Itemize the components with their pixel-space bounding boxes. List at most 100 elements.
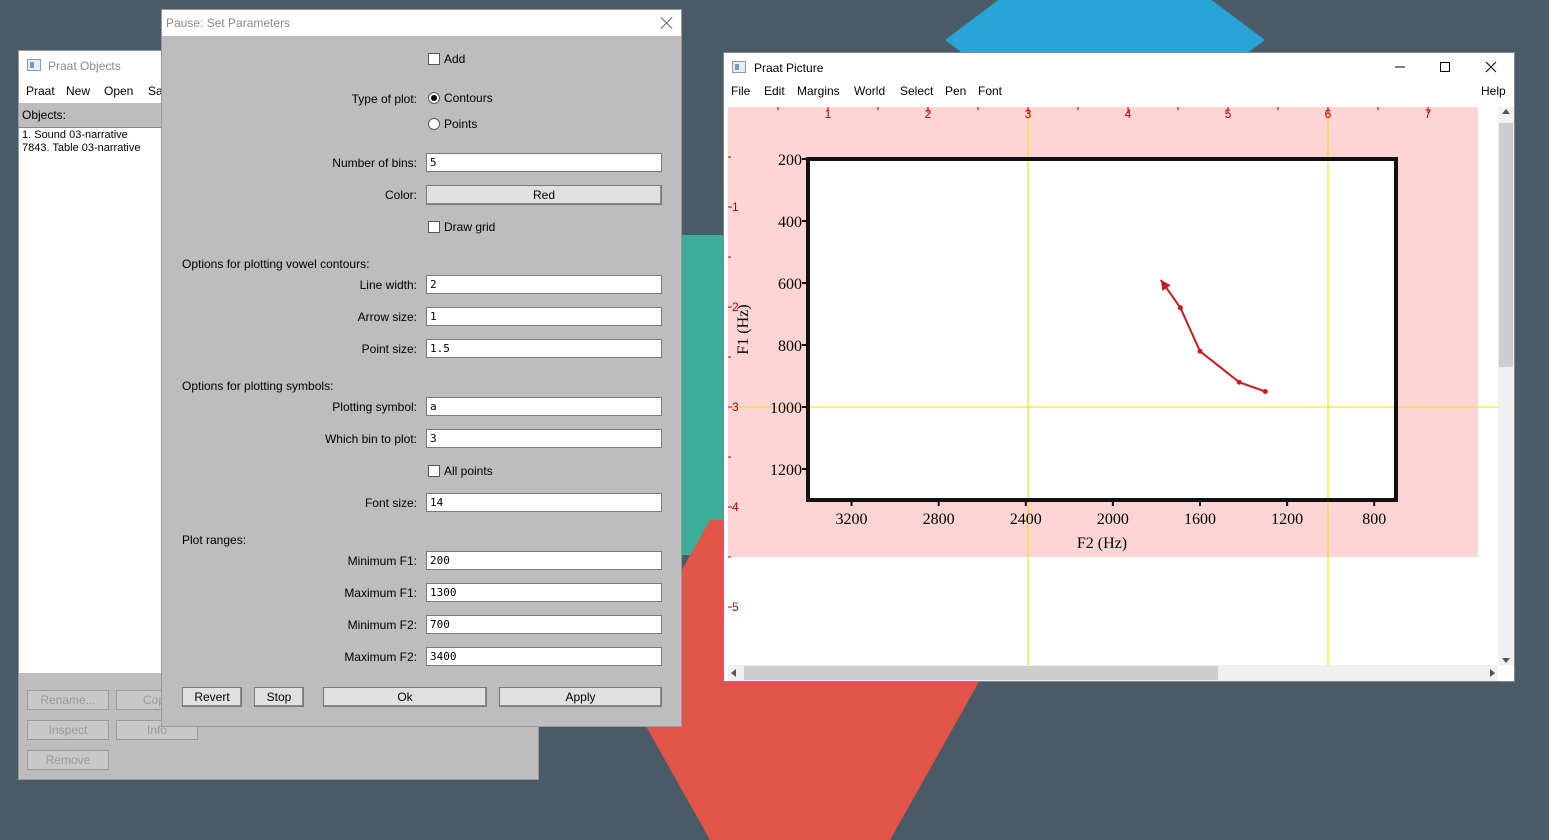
menu-world[interactable]: World bbox=[854, 84, 886, 98]
y-tick-label: 200 bbox=[778, 152, 802, 169]
picture-menubar: File Edit Margins World Select Pen Font … bbox=[724, 81, 1514, 103]
point-size-label: Point size: bbox=[361, 342, 417, 356]
max-f1-field[interactable]: 1300 bbox=[426, 583, 662, 602]
scroll-right-icon[interactable] bbox=[1490, 669, 1495, 677]
symbols-section-label: Options for plotting symbols: bbox=[182, 379, 334, 393]
ruler-left-label: 4 bbox=[732, 500, 739, 514]
which-bin-label: Which bin to plot: bbox=[324, 432, 417, 446]
x-tick-label: 800 bbox=[1362, 511, 1386, 528]
vowel-contour-point bbox=[1262, 389, 1268, 394]
font-size-field[interactable]: 14 bbox=[426, 493, 662, 512]
color-button[interactable]: Red bbox=[426, 185, 662, 205]
x-tick-label: 3200 bbox=[836, 511, 868, 528]
apply-button[interactable]: Apply bbox=[499, 687, 662, 707]
menu-font[interactable]: Font bbox=[978, 84, 1003, 98]
draw-grid-checkbox[interactable] bbox=[428, 221, 440, 233]
number-of-bins-field[interactable]: 5 bbox=[426, 153, 662, 172]
point-size-field[interactable]: 1.5 bbox=[426, 339, 662, 358]
ok-button[interactable]: Ok bbox=[323, 687, 487, 707]
dialog-titlebar: Pause: Set Parameters bbox=[162, 10, 681, 36]
vertical-scroll-thumb[interactable] bbox=[1499, 123, 1513, 367]
line-width-label: Line width: bbox=[359, 278, 417, 292]
y-tick-label: 800 bbox=[778, 338, 802, 355]
arrow-size-field[interactable]: 1 bbox=[426, 307, 662, 326]
all-points-checkbox[interactable] bbox=[428, 465, 440, 477]
vowel-contour-arrowhead bbox=[1160, 279, 1171, 291]
list-item[interactable]: 1. Sound 03-narrative bbox=[22, 129, 128, 141]
ruler-top-label: 6 bbox=[1325, 107, 1332, 121]
y-tick-label: 1200 bbox=[770, 462, 802, 479]
max-f2-label: Maximum F2: bbox=[344, 650, 417, 664]
menu-praat[interactable]: Praat bbox=[26, 84, 55, 98]
inspect-button[interactable]: Inspect bbox=[27, 720, 109, 740]
stop-button[interactable]: Stop bbox=[254, 687, 304, 707]
revert-button[interactable]: Revert bbox=[182, 687, 242, 707]
x-tick-label: 1600 bbox=[1184, 511, 1216, 528]
max-f1-label: Maximum F1: bbox=[344, 586, 417, 600]
ruler-top-label: 5 bbox=[1225, 107, 1232, 121]
maximize-icon[interactable] bbox=[1437, 59, 1453, 75]
vertical-scrollbar[interactable] bbox=[1498, 107, 1514, 665]
y-tick-label: 400 bbox=[778, 214, 802, 231]
contours-radio[interactable] bbox=[428, 92, 440, 104]
ranges-section-label: Plot ranges: bbox=[182, 533, 247, 547]
praat-app-icon bbox=[27, 59, 41, 71]
horizontal-scroll-thumb[interactable] bbox=[744, 666, 1218, 680]
menu-select[interactable]: Select bbox=[900, 84, 934, 98]
close-icon[interactable] bbox=[660, 16, 674, 30]
arrow-size-label: Arrow size: bbox=[357, 310, 417, 324]
menu-file[interactable]: File bbox=[731, 84, 751, 98]
y-tick-label: 600 bbox=[778, 276, 802, 293]
rename-button[interactable]: Rename... bbox=[27, 690, 109, 710]
x-tick-label: 1200 bbox=[1271, 511, 1303, 528]
y-axis-label: F1 (Hz) bbox=[735, 304, 752, 354]
pause-set-parameters-dialog: Pause: Set Parameters Add Type of plot: … bbox=[161, 9, 682, 727]
y-tick-label: 1000 bbox=[770, 400, 802, 417]
picture-titlebar: Praat Picture bbox=[724, 53, 1514, 81]
number-of-bins-label: Number of bins: bbox=[332, 156, 417, 170]
menu-help[interactable]: Help bbox=[1481, 84, 1506, 98]
x-axis-label: F2 (Hz) bbox=[1077, 535, 1127, 552]
minimize-icon[interactable] bbox=[1392, 59, 1408, 75]
x-tick-label: 2400 bbox=[1010, 511, 1042, 528]
ruler-top-label: 7 bbox=[1425, 107, 1432, 121]
menu-open[interactable]: Open bbox=[104, 84, 134, 98]
font-size-label: Font size: bbox=[364, 496, 417, 510]
menu-edit[interactable]: Edit bbox=[764, 84, 785, 98]
scroll-up-icon[interactable] bbox=[1502, 109, 1510, 114]
min-f2-field[interactable]: 700 bbox=[426, 615, 662, 634]
praat-picture-window: Praat Picture File Edit Margins World Se… bbox=[723, 52, 1515, 682]
scroll-left-icon[interactable] bbox=[731, 669, 736, 677]
add-checkbox[interactable] bbox=[428, 53, 440, 65]
min-f1-field[interactable]: 200 bbox=[426, 551, 662, 570]
menu-new[interactable]: New bbox=[66, 84, 91, 98]
line-width-field[interactable]: 2 bbox=[426, 275, 662, 294]
scroll-down-icon[interactable] bbox=[1502, 658, 1510, 663]
vowel-contour-point bbox=[1236, 379, 1242, 385]
dialog-title: Pause: Set Parameters bbox=[166, 16, 291, 30]
plotting-symbol-field[interactable]: a bbox=[426, 397, 662, 416]
contours-section-label: Options for plotting vowel contours: bbox=[182, 257, 370, 271]
points-radio[interactable] bbox=[428, 118, 440, 130]
remove-button[interactable]: Remove bbox=[27, 750, 109, 770]
picture-window-title: Praat Picture bbox=[754, 61, 824, 75]
list-item[interactable]: 7843. Table 03-narrative bbox=[22, 142, 141, 154]
x-tick-label: 2800 bbox=[923, 511, 955, 528]
objects-list[interactable]: 1. Sound 03-narrative 7843. Table 03-nar… bbox=[19, 127, 169, 673]
ruler-top-label: 1 bbox=[825, 107, 832, 121]
horizontal-scrollbar[interactable] bbox=[728, 665, 1498, 681]
draw-grid-label: Draw grid bbox=[444, 220, 496, 234]
menu-margins[interactable]: Margins bbox=[797, 84, 840, 98]
ruler-top-label: 3 bbox=[1025, 107, 1032, 121]
vowel-contour-point bbox=[1197, 348, 1203, 354]
plotting-symbol-label: Plotting symbol: bbox=[332, 400, 417, 414]
ruler-top-label: 2 bbox=[925, 107, 932, 121]
plot-area bbox=[808, 159, 1396, 500]
objects-label: Objects: bbox=[22, 108, 67, 122]
which-bin-field[interactable]: 3 bbox=[426, 429, 662, 448]
max-f2-field[interactable]: 3400 bbox=[426, 647, 662, 666]
close-icon[interactable] bbox=[1483, 59, 1499, 75]
picture-canvas[interactable]: 1 2 3 4 5 6 7 1 2 3 4 5 3200 2800 2400 2000 1600 1200 800 2… bbox=[728, 107, 1498, 665]
ruler-left-label: 3 bbox=[732, 400, 739, 414]
menu-pen[interactable]: Pen bbox=[945, 84, 967, 98]
